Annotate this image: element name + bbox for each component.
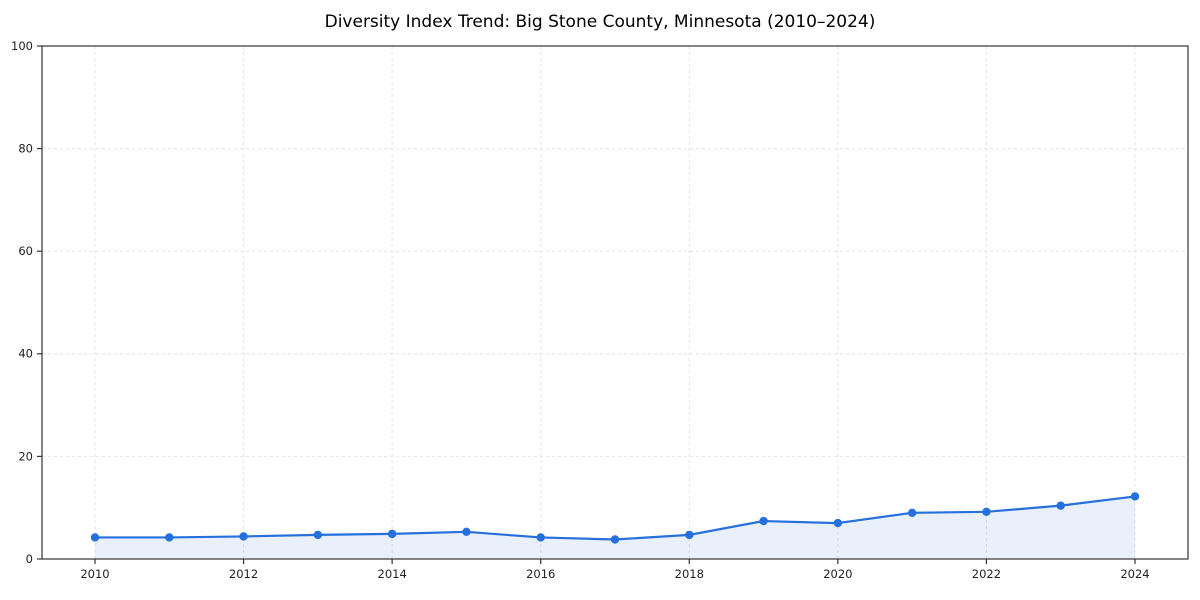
x-tick-label: 2020 <box>823 567 852 581</box>
y-tick-label: 100 <box>11 39 33 53</box>
y-tick-label: 20 <box>18 449 33 463</box>
x-tick-label: 2018 <box>675 567 704 581</box>
y-tick-label: 60 <box>18 244 33 258</box>
data-point-marker <box>982 507 991 517</box>
x-tick-label: 2022 <box>972 567 1001 581</box>
data-point-marker <box>313 530 323 540</box>
y-tick-label: 0 <box>26 552 33 566</box>
data-point-marker <box>1056 501 1065 510</box>
data-point-marker <box>536 533 545 542</box>
x-tick-label: 2012 <box>229 567 258 581</box>
y-tick-label: 80 <box>18 142 33 156</box>
data-point-marker <box>610 535 620 544</box>
data-point-marker <box>462 527 471 537</box>
x-tick-label: 2024 <box>1120 567 1149 581</box>
x-tick-label: 2016 <box>526 567 555 581</box>
plot-border <box>41 45 1189 560</box>
data-point-marker <box>685 530 694 540</box>
data-point-marker <box>1130 492 1140 501</box>
x-tick-label: 2014 <box>378 567 407 581</box>
data-point-marker <box>239 532 248 541</box>
chart-title: Diversity Index Trend: Big Stone County,… <box>324 12 876 32</box>
data-point-marker <box>759 516 768 526</box>
area-fill <box>95 496 1135 559</box>
x-tick-label: 2010 <box>80 567 109 581</box>
y-tick-label: 40 <box>18 347 33 361</box>
data-point-marker <box>165 533 174 542</box>
data-point-marker <box>907 508 917 518</box>
data-point-marker <box>833 518 843 528</box>
data-point-marker <box>387 529 397 539</box>
data-point-marker <box>90 533 100 542</box>
